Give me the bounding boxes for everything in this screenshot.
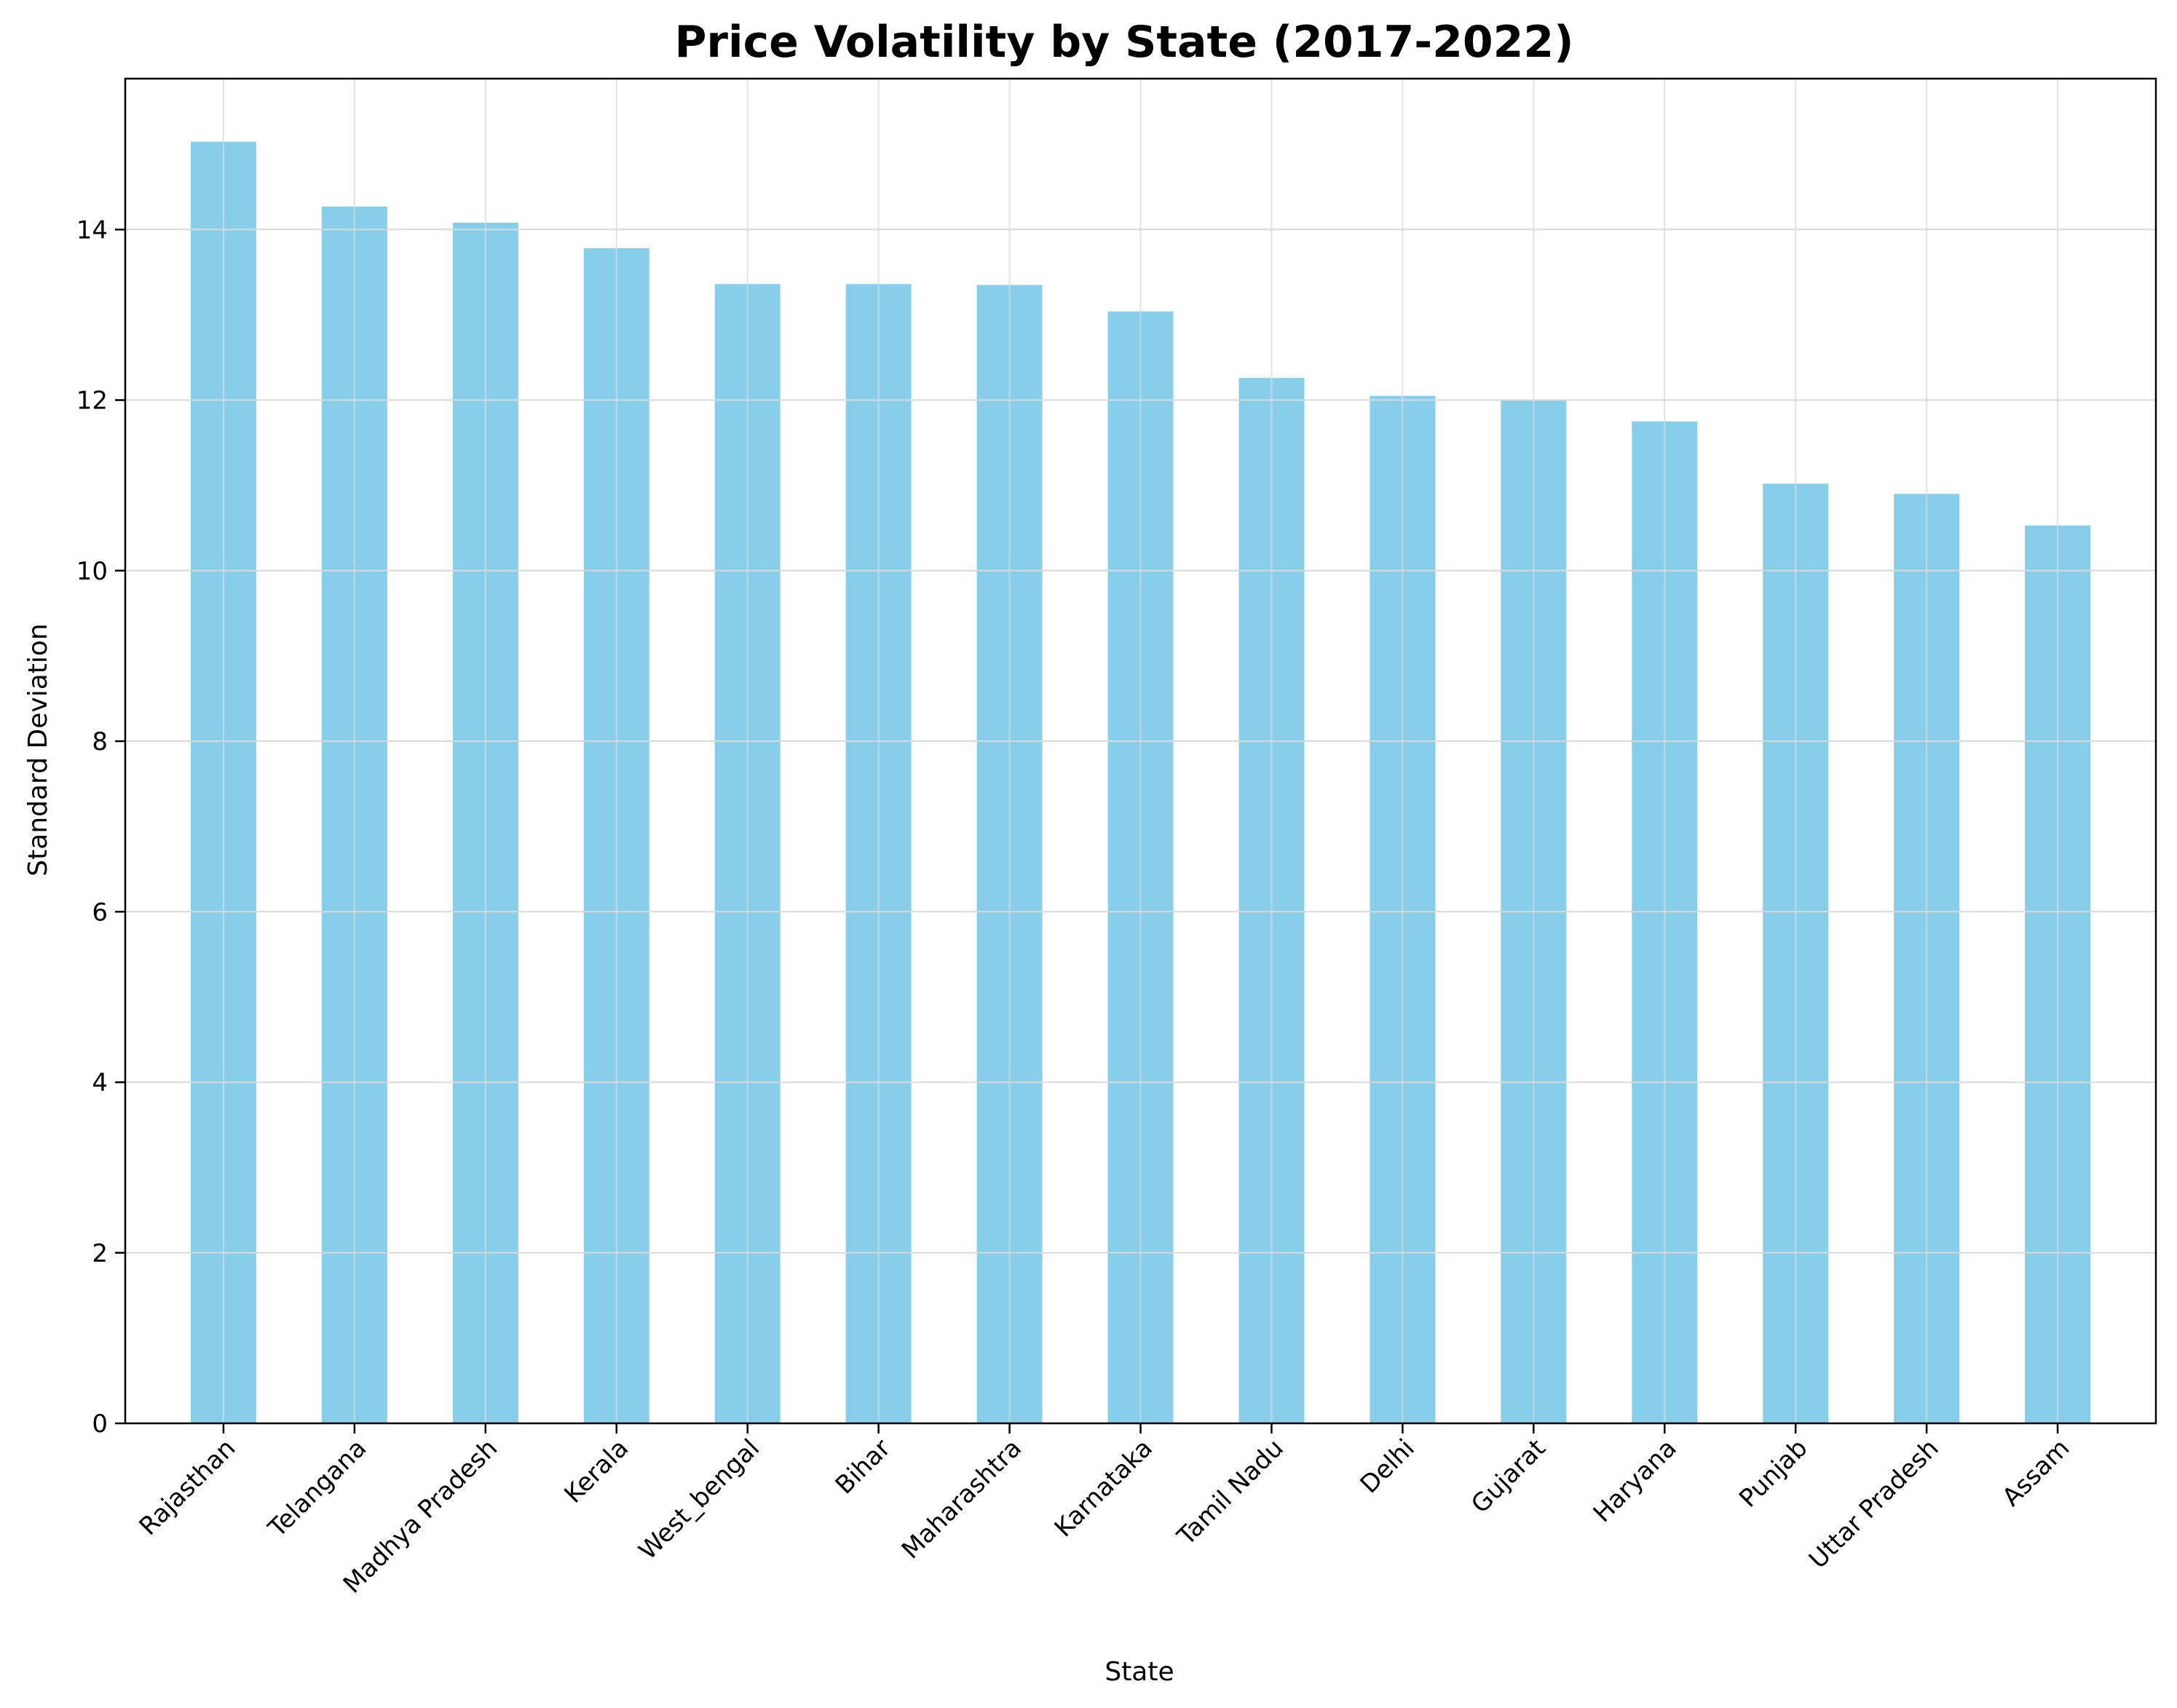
- y-tick-label: 2: [92, 1239, 108, 1268]
- x-axis-label: State: [1105, 1657, 1174, 1687]
- y-tick-label: 12: [76, 387, 108, 416]
- y-tick-label: 0: [92, 1410, 108, 1439]
- y-tick-label: 8: [92, 727, 108, 756]
- grid-lines: [125, 79, 2156, 1424]
- y-tick-label: 6: [92, 898, 108, 927]
- y-tick-label: 4: [92, 1069, 108, 1098]
- y-axis-label: Standard Deviation: [23, 623, 53, 876]
- y-tick-label: 10: [76, 557, 108, 586]
- y-tick-label: 14: [76, 216, 108, 245]
- chart-title: Price Volatility by State (2017-2022): [674, 17, 1573, 68]
